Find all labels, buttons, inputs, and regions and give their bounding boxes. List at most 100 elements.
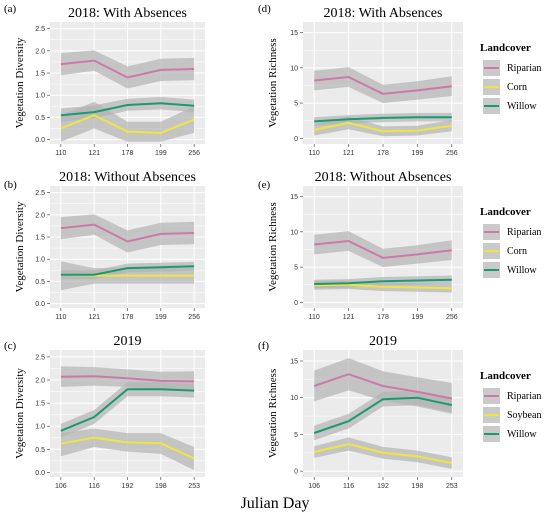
y-tick-label: 5: [294, 265, 298, 272]
panel-f: (f) 2019 0 5 10 15 106 116 192 198 253 Vegetation R…: [258, 334, 541, 490]
y-tick-label: 2.5: [35, 26, 45, 33]
y-tick-label: 0: [294, 300, 298, 307]
y-tick-label: 2.0: [35, 48, 45, 55]
x-tick-label: 199: [155, 150, 167, 157]
x-tick-label: 198: [155, 483, 167, 490]
x-tick-label: 199: [155, 314, 167, 321]
x-tick-label: 178: [377, 150, 389, 157]
series-line-willow: [60, 388, 195, 432]
x-tick-label: 256: [446, 314, 458, 321]
y-tick-label: 10: [290, 229, 298, 236]
x-tick-label: 110: [55, 314, 66, 321]
panel-title: 2019: [369, 334, 397, 349]
panel-title: 2018: With Absences: [68, 6, 187, 21]
y-tick-label: 1.5: [35, 401, 45, 408]
ribbon-willow: [314, 390, 452, 441]
legend: Landcover Riparian Corn Willow: [480, 206, 541, 278]
y-tick-label: 1.5: [35, 235, 45, 242]
x-tick-label: 106: [55, 483, 67, 490]
x-tick-label: 256: [188, 314, 200, 321]
panel-label: (e): [258, 179, 271, 191]
y-tick-label: 1.0: [35, 93, 45, 100]
x-tick-label: 192: [377, 483, 389, 490]
figure-xlabel: Julian Day: [241, 495, 310, 512]
y-tick-label: 0.5: [35, 115, 45, 122]
panel-title: 2018: Without Absences: [315, 170, 452, 185]
y-tick-label: 5: [294, 101, 298, 108]
series-line-riparian: [60, 59, 195, 79]
series-line-riparian: [60, 375, 195, 383]
series-line-riparian: [314, 239, 452, 259]
y-tick-label: 1.5: [35, 71, 45, 78]
y-tick-label: 2.0: [35, 378, 45, 385]
y-axis-label: Vegetation Diversity: [14, 368, 26, 459]
panel-d: (d) 2018: With Absences 0 5 10 15 110 121 178 199…: [258, 3, 541, 157]
series-line-willow: [313, 396, 453, 434]
series-line-willow: [60, 265, 195, 276]
y-tick-label: 5: [294, 432, 298, 439]
y-axis-label: Vegetation Diversity: [14, 201, 26, 292]
legend-entry: Riparian: [507, 391, 541, 402]
y-axis-label: Vegetation Richness: [267, 38, 279, 128]
legend-entry: Soybean: [507, 410, 541, 421]
legend-entry: Corn: [507, 246, 527, 257]
y-tick-label: 1.0: [35, 424, 45, 431]
panel-c: (c) 2019 0.0 0.5 1.0 1.5 2.0 2.5 106 116 192 198 253…: [4, 334, 205, 490]
x-tick-label: 178: [122, 314, 134, 321]
panel-label: (b): [4, 179, 17, 191]
y-tick-label: 0.0: [35, 137, 45, 144]
series-line-willow: [60, 102, 195, 117]
legend: Landcover Riparian Soybean Willow: [480, 370, 541, 442]
legend-entry: Willow: [507, 101, 537, 112]
y-tick-label: 0: [294, 469, 298, 476]
x-tick-label: 110: [55, 150, 66, 157]
x-tick-label: 121: [343, 150, 355, 157]
series-line-riparian: [60, 223, 195, 243]
y-tick-label: 2.5: [35, 190, 45, 197]
series-line-soybean: [60, 436, 195, 460]
y-axis-label: Vegetation Richness: [267, 369, 279, 459]
legend-entry: Corn: [507, 82, 527, 93]
series-line-willow: [314, 278, 452, 285]
panel-title: 2018: Without Absences: [59, 170, 196, 185]
panel-label: (f): [258, 340, 269, 352]
series-line-corn: [313, 121, 452, 133]
y-tick-label: 0.5: [35, 447, 45, 454]
y-axis-label: Vegetation Richness: [267, 202, 279, 292]
y-tick-label: 0.0: [35, 470, 45, 477]
y-tick-label: 1.0: [35, 257, 45, 264]
series-line-corn: [60, 114, 195, 134]
legend-title: Landcover: [480, 42, 531, 54]
x-tick-label: 121: [343, 314, 355, 321]
x-tick-label: 178: [122, 150, 134, 157]
x-tick-label: 256: [446, 150, 458, 157]
legend-entry: Willow: [507, 265, 537, 276]
series-line-riparian: [314, 75, 452, 95]
x-tick-label: 192: [122, 483, 134, 490]
x-tick-label: 178: [377, 314, 389, 321]
x-tick-label: 253: [188, 483, 200, 490]
y-axis-label: Vegetation Diversity: [14, 37, 26, 128]
series-line-willow: [314, 116, 452, 123]
x-tick-label: 106: [308, 483, 320, 490]
y-tick-label: 15: [290, 359, 298, 366]
panel-title: 2019: [114, 334, 142, 349]
series-line-corn: [314, 283, 452, 290]
x-tick-label: 116: [89, 483, 100, 490]
panel-title: 2018: With Absences: [324, 6, 443, 21]
ribbon-willow: [60, 382, 195, 438]
panel-label: (a): [4, 3, 17, 15]
y-tick-label: 0.5: [35, 279, 45, 286]
panel-label: (c): [4, 340, 17, 352]
y-tick-label: 10: [290, 65, 298, 72]
series-line-riparian: [313, 373, 452, 400]
panel-label: (d): [258, 3, 271, 15]
x-tick-label: 199: [412, 150, 424, 157]
legend-title: Landcover: [480, 370, 531, 382]
x-tick-label: 256: [188, 150, 200, 157]
x-tick-label: 116: [343, 483, 354, 490]
y-tick-label: 10: [290, 395, 298, 402]
y-tick-label: 0.0: [35, 301, 45, 308]
x-tick-label: 121: [88, 150, 100, 157]
